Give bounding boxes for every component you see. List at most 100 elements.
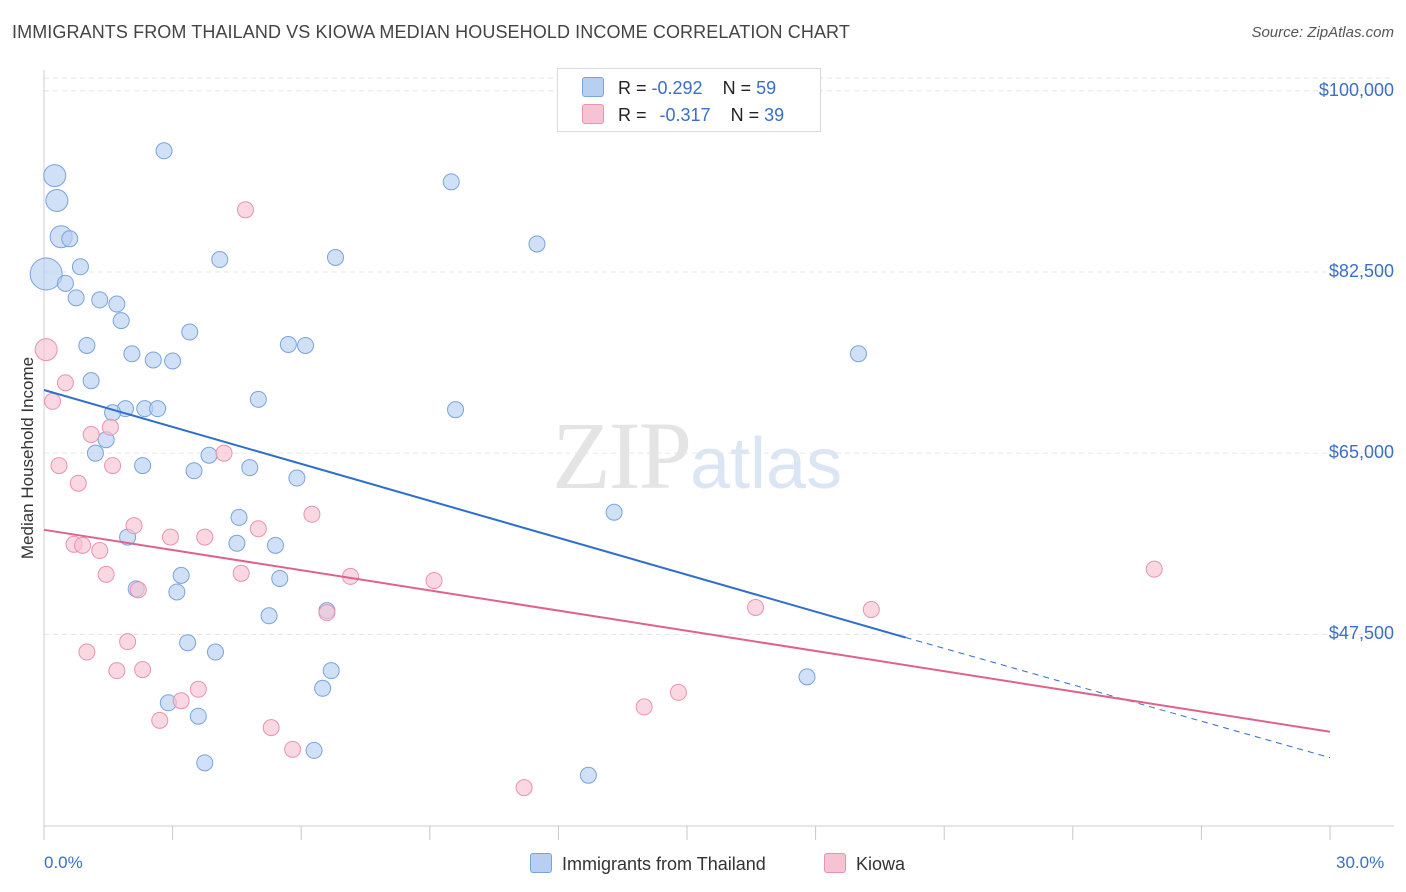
thailand-point <box>266 536 284 554</box>
bottom-legend-thailand: Immigrants from Thailand <box>530 853 766 875</box>
thailand-trendline <box>43 389 906 639</box>
legend-n-label: N = <box>722 78 757 98</box>
kiowa-point <box>249 520 267 538</box>
y-tick-label: $100,000 <box>1318 79 1394 100</box>
kiowa-point <box>196 528 214 546</box>
bottom-legend-swatch-thailand <box>530 853 552 873</box>
thailand-point <box>185 462 203 480</box>
kiowa-point <box>232 564 250 582</box>
thailand-point <box>144 351 162 369</box>
thailand-point <box>288 469 306 487</box>
thailand-point <box>605 503 623 521</box>
kiowa-trendline <box>43 528 1331 733</box>
watermark-atlas: atlas <box>690 424 843 504</box>
legend-r-label: R = <box>618 105 652 125</box>
chart-title: IMMIGRANTS FROM THAILAND VS KIOWA MEDIAN… <box>12 22 850 42</box>
thailand-point <box>271 569 289 587</box>
y-tick-label: $82,500 <box>1328 260 1394 281</box>
kiowa-point <box>262 719 280 737</box>
thailand-point <box>78 336 96 354</box>
legend-n-label: N = <box>730 105 765 125</box>
thailand-point <box>196 754 214 772</box>
kiowa-point <box>318 604 336 622</box>
kiowa-point <box>108 662 126 680</box>
thailand-point <box>149 400 167 418</box>
thailand-point <box>91 291 109 309</box>
thailand-point <box>82 372 100 390</box>
kiowa-point <box>101 418 119 436</box>
legend-swatch-kiowa <box>582 104 604 124</box>
y-tick-label: $47,500 <box>1328 623 1394 644</box>
thailand-point <box>528 235 546 253</box>
kiowa-point <box>215 444 233 462</box>
kiowa-point <box>129 581 147 599</box>
x-tick-label-min: 0.0% <box>44 853 83 872</box>
kiowa-point <box>119 633 137 651</box>
thailand-point <box>322 662 340 680</box>
kiowa-point <box>236 201 254 219</box>
kiowa-point <box>635 698 653 716</box>
thailand-point <box>56 274 74 292</box>
thailand-point <box>155 142 173 160</box>
thailand-point <box>442 173 460 191</box>
kiowa-point <box>284 740 302 758</box>
thailand-point <box>61 230 79 248</box>
thailand-point <box>296 336 314 354</box>
watermark: ZIPatlas <box>552 400 842 511</box>
legend-n-value: 59 <box>756 78 777 98</box>
kiowa-point <box>69 474 87 492</box>
kiowa-point <box>172 692 190 710</box>
watermark-zip: ZIP <box>552 402 692 509</box>
thailand-point <box>447 401 465 419</box>
kiowa-point <box>125 517 143 535</box>
kiowa-point <box>104 457 122 475</box>
bottom-legend-swatch-kiowa <box>824 853 846 873</box>
chart-source: Source: ZipAtlas.com <box>1251 24 1394 41</box>
thailand-point <box>45 188 69 212</box>
legend-row-thailand: R = -0.292 N = 59 <box>582 77 776 99</box>
x-tick-label-max: 30.0% <box>1336 853 1385 872</box>
thailand-point <box>86 444 104 462</box>
thailand-point <box>172 566 190 584</box>
thailand-point <box>798 668 816 686</box>
kiowa-point <box>189 680 207 698</box>
thailand-point <box>134 457 152 475</box>
thailand-point <box>211 251 229 269</box>
kiowa-point <box>50 457 68 475</box>
bottom-legend-kiowa: Kiowa <box>824 853 905 875</box>
legend-r-value: -0.292 <box>651 78 703 98</box>
thailand-point <box>108 295 126 313</box>
thailand-point <box>279 335 297 353</box>
thailand-point <box>168 583 186 601</box>
thailand-point <box>305 741 323 759</box>
kiowa-point <box>515 779 533 797</box>
thailand-point <box>200 446 218 464</box>
kiowa-point <box>97 565 115 583</box>
kiowa-point <box>303 505 321 523</box>
bottom-legend-label-thailand: Immigrants from Thailand <box>562 854 766 874</box>
bottom-legend-label-kiowa: Kiowa <box>856 854 906 874</box>
y-axis-label: Median Household Income <box>18 356 37 560</box>
thailand-point <box>71 258 89 276</box>
thailand-point <box>164 352 182 370</box>
thailand-point <box>230 508 248 526</box>
thailand-point <box>29 257 63 291</box>
thailand-point <box>249 390 267 408</box>
thailand-point <box>181 323 199 341</box>
kiowa-point <box>134 661 152 679</box>
legend-r-value: -0.317 <box>659 105 711 125</box>
kiowa-point <box>151 711 169 729</box>
thailand-point <box>189 707 207 725</box>
kiowa-point <box>56 374 74 392</box>
thailand-point <box>326 248 344 266</box>
kiowa-point <box>747 598 765 616</box>
thailand-point <box>579 766 597 784</box>
thailand-point <box>67 289 85 307</box>
y-tick-label: $65,000 <box>1328 442 1394 463</box>
thailand-point <box>206 643 224 661</box>
legend-swatch-thailand <box>582 77 604 97</box>
thailand-point <box>179 634 197 652</box>
kiowa-point <box>669 683 687 701</box>
kiowa-point <box>74 536 92 554</box>
